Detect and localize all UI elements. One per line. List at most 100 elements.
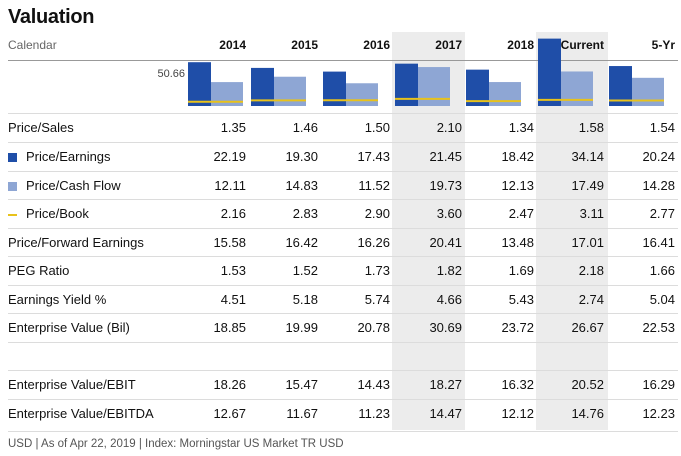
table-cell: 5.18 xyxy=(292,292,318,307)
valuation-bar-chart xyxy=(188,38,664,106)
bar-price-cash-flow-2015 xyxy=(274,76,306,106)
table-cell: 16.29 xyxy=(642,377,675,392)
table-cell: 11.52 xyxy=(358,178,390,193)
table-cell: 23.72 xyxy=(501,320,534,335)
col-header-2015: 2015 xyxy=(291,38,318,52)
table-cell: 1.58 xyxy=(578,120,604,135)
table-cell: 3.60 xyxy=(436,206,462,221)
legend-swatch-price-earnings xyxy=(8,153,17,162)
table-row-price-book: Price/Book 2.16 2.83 2.90 3.60 2.47 3.11 2.77 xyxy=(0,199,681,227)
table-cell: 30.69 xyxy=(429,320,462,335)
footer-divider xyxy=(8,431,678,432)
row-label: Price/Book xyxy=(26,206,89,221)
row-label: Enterprise Value/EBITDA xyxy=(8,406,154,421)
footer-note: USD | As of Apr 22, 2019 | Index: Mornin… xyxy=(8,438,344,450)
table-cell: 18.42 xyxy=(501,149,534,164)
row-label: Earnings Yield % xyxy=(8,292,107,307)
row-divider xyxy=(8,399,678,400)
row-divider xyxy=(8,342,678,343)
table-cell: 14.47 xyxy=(429,406,462,421)
row-divider xyxy=(8,370,678,371)
table-cell: 12.13 xyxy=(501,178,534,193)
table-cell: 14.76 xyxy=(571,406,604,421)
row-label: Price/Earnings xyxy=(26,149,111,164)
table-cell: 20.52 xyxy=(571,377,604,392)
legend-swatch-price-book xyxy=(8,214,17,216)
bar-price-cash-flow-2016 xyxy=(346,83,378,106)
table-cell: 1.69 xyxy=(508,263,534,278)
table-cell: 2.16 xyxy=(220,206,246,221)
table-cell: 20.24 xyxy=(642,149,675,164)
table-row-price-earnings: Price/Earnings 22.19 19.30 17.43 21.45 18.42 3… xyxy=(0,142,681,170)
table-cell: 14.43 xyxy=(357,377,390,392)
table-cell: 1.54 xyxy=(649,120,675,135)
chart-max-label: 50.66 xyxy=(157,68,185,80)
table-cell: 17.43 xyxy=(357,149,390,164)
table-cell: 12.23 xyxy=(642,406,675,421)
calendar-label: Calendar xyxy=(8,38,57,52)
table-cell: 22.53 xyxy=(642,320,675,335)
table-cell: 1.66 xyxy=(649,263,675,278)
bar-price-earnings-current xyxy=(538,38,561,106)
table-cell: 1.53 xyxy=(220,263,246,278)
table-cell: 1.82 xyxy=(436,263,462,278)
row-divider xyxy=(8,171,678,172)
table-cell: 19.73 xyxy=(429,178,462,193)
row-label: Enterprise Value (Bil) xyxy=(8,320,130,335)
table-cell: 17.01 xyxy=(571,235,604,250)
table-cell: 1.52 xyxy=(292,263,318,278)
table-cell: 2.83 xyxy=(292,206,318,221)
bar-price-cash-flow-2014 xyxy=(211,82,243,106)
row-label: Price/Forward Earnings xyxy=(8,235,144,250)
table-cell: 2.77 xyxy=(649,206,675,221)
row-label: Enterprise Value/EBIT xyxy=(8,377,136,392)
table-cell: 1.34 xyxy=(508,120,534,135)
bar-price-earnings-5-yr xyxy=(609,66,632,106)
row-divider xyxy=(8,313,678,314)
col-header-current: Current xyxy=(560,38,604,52)
table-cell: 34.14 xyxy=(571,149,604,164)
bar-price-earnings-2014 xyxy=(188,62,211,106)
header-divider xyxy=(8,60,678,61)
table-cell: 14.28 xyxy=(642,178,675,193)
table-cell: 1.50 xyxy=(364,120,390,135)
page-title: Valuation xyxy=(8,6,95,28)
table-cell: 16.42 xyxy=(285,235,318,250)
table-cell: 12.11 xyxy=(214,178,246,193)
table-cell: 1.73 xyxy=(364,263,390,278)
bar-price-cash-flow-2018 xyxy=(489,82,521,106)
row-label: PEG Ratio xyxy=(8,263,70,278)
row-label: Price/Sales xyxy=(8,120,74,135)
table-cell: 4.66 xyxy=(436,292,462,307)
table-row-peg-ratio: PEG Ratio 1.53 1.52 1.73 1.82 1.69 2.18 1.66 xyxy=(0,256,681,284)
legend-swatch-price-cash-flow xyxy=(8,182,17,191)
table-cell: 19.30 xyxy=(285,149,318,164)
bar-price-earnings-2016 xyxy=(323,71,346,106)
table-cell: 2.74 xyxy=(578,292,604,307)
row-label: Price/Cash Flow xyxy=(26,178,121,193)
bar-price-earnings-2018 xyxy=(466,69,489,106)
col-header-2014: 2014 xyxy=(219,38,246,52)
table-row-price-forward-earnings: Price/Forward Earnings 15.58 16.42 16.26 20.… xyxy=(0,228,681,256)
table-cell: 3.11 xyxy=(579,206,604,221)
table-cell: 2.90 xyxy=(364,206,390,221)
table-cell: 20.78 xyxy=(357,320,390,335)
table-cell: 19.99 xyxy=(285,320,318,335)
table-cell: 16.41 xyxy=(642,235,675,250)
col-header-5yr: 5-Yr xyxy=(651,38,675,52)
table-cell: 5.43 xyxy=(508,292,534,307)
col-header-2017: 2017 xyxy=(435,38,462,52)
table-cell: 2.47 xyxy=(508,206,534,221)
table-cell: 16.26 xyxy=(357,235,390,250)
bar-price-cash-flow-2017 xyxy=(418,67,450,106)
row-divider xyxy=(8,285,678,286)
table-cell: 11.23 xyxy=(358,406,390,421)
table-cell: 5.04 xyxy=(649,292,675,307)
table-cell: 18.27 xyxy=(429,377,462,392)
table-row-earnings-yield: Earnings Yield % 4.51 5.18 5.74 4.66 5.43 2.74… xyxy=(0,285,681,313)
table-cell: 18.85 xyxy=(213,320,246,335)
table-cell: 12.12 xyxy=(501,406,534,421)
table-cell: 2.10 xyxy=(436,120,462,135)
row-divider xyxy=(8,256,678,257)
table-row-ev-ebitda: Enterprise Value/EBITDA 12.67 11.67 11.23 14… xyxy=(0,399,681,427)
